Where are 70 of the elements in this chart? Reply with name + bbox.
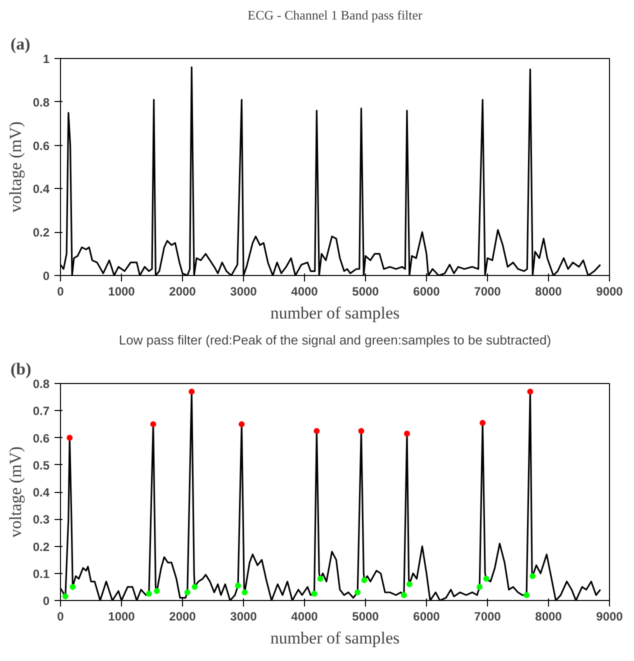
point	[476, 584, 483, 590]
y-tick-label: 0.6	[32, 431, 50, 446]
point	[62, 593, 68, 600]
y-tick-label: 0.1	[32, 566, 50, 581]
x-tick-label: 4000	[291, 284, 318, 298]
x-axis-title: number of samples	[270, 628, 400, 648]
y-tick-label: 0.7	[32, 404, 50, 418]
point	[150, 421, 156, 428]
point	[238, 421, 245, 428]
y-tick-label: 0.4	[32, 182, 50, 196]
x-tick-label: 3000	[230, 284, 258, 298]
point	[314, 428, 320, 434]
point	[242, 589, 248, 596]
x-tick-label: 6000	[413, 610, 440, 624]
point	[480, 420, 486, 426]
point	[530, 573, 536, 580]
x-tick-label: 0	[57, 284, 64, 298]
point	[154, 588, 160, 594]
x-tick-label: 9000	[596, 284, 624, 298]
x-tick-label: 1000	[108, 610, 136, 624]
point	[188, 388, 195, 395]
point	[235, 582, 242, 589]
x-tick-label: 1000	[108, 284, 136, 298]
x-tick-label: 5000	[352, 610, 380, 624]
point	[317, 576, 324, 582]
y-tick-label: 0.3	[32, 512, 50, 527]
point	[404, 430, 410, 437]
y-tick-label: 0	[42, 594, 50, 608]
point	[400, 592, 407, 598]
x-tick-label: 6000	[413, 284, 440, 298]
point	[358, 428, 364, 434]
y-tick-label: 0.5	[32, 458, 50, 472]
text: (b)	[10, 360, 32, 378]
x-tick-label: 3000	[230, 610, 258, 624]
y-tick-label: 0.8	[32, 95, 50, 110]
x-tick-label: 5000	[352, 284, 380, 298]
x-tick-label: 8000	[535, 610, 562, 624]
x-tick-label: 4000	[291, 610, 318, 624]
point	[527, 388, 534, 395]
y-tick-label: 0.2	[32, 540, 50, 554]
point	[184, 589, 190, 596]
x-tick-label: 0	[57, 610, 64, 624]
y-tick-label: 0.4	[32, 486, 50, 500]
x-tick-label: 7000	[474, 610, 502, 624]
point	[146, 590, 152, 597]
chart-title: ECG - Channel 1 Band pass filter	[248, 8, 424, 22]
chart-title: Low pass filter (red:Peak of the signal and green:samples to be subtracted)	[118, 332, 552, 348]
y-axis-title: voltage (mV)	[6, 446, 25, 538]
y-axis-title: voltage (mV)	[6, 121, 25, 213]
point	[524, 592, 530, 598]
y-tick-label: 0	[42, 269, 50, 283]
x-tick-label: 9000	[596, 610, 624, 624]
x-tick-label: 2000	[169, 610, 196, 624]
x-axis-title: number of samples	[270, 304, 400, 322]
point	[361, 577, 368, 584]
x-tick-label: 7000	[474, 284, 502, 298]
x-tick-label: 2000	[169, 284, 196, 298]
point	[66, 434, 73, 441]
point	[406, 581, 412, 588]
y-tick-label: 0.2	[32, 226, 50, 240]
point	[483, 576, 490, 582]
y-tick-label: 0.6	[32, 138, 50, 153]
y-tick-label: 0.8	[32, 377, 50, 391]
point	[70, 584, 76, 590]
point	[311, 590, 318, 597]
text: (a)	[10, 34, 30, 54]
x-tick-label: 8000	[535, 284, 562, 298]
point	[192, 584, 198, 590]
y-tick-label: 1	[42, 52, 50, 66]
point	[354, 589, 361, 596]
